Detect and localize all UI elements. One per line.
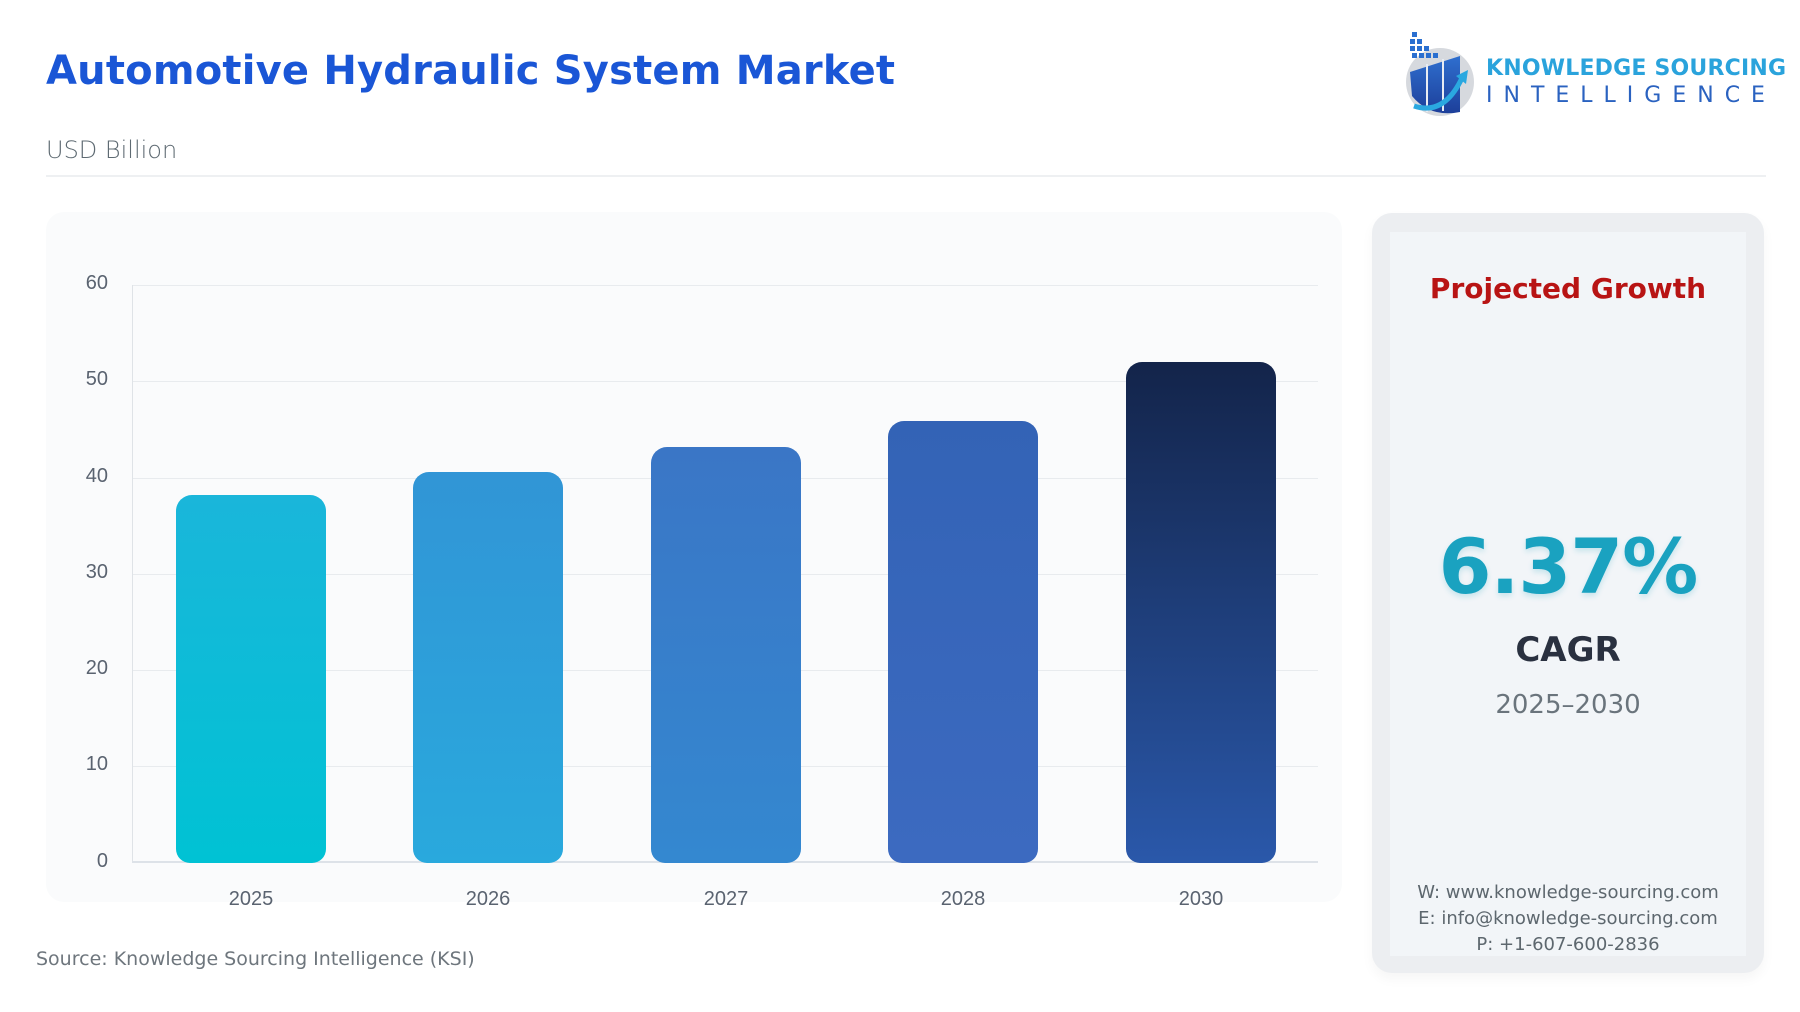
y-tick: 40 [85, 465, 108, 487]
bar-2030[interactable] [1126, 362, 1276, 863]
logo-line-2: INTELLIGENCE [1486, 83, 1776, 108]
y-tick: 20 [85, 657, 108, 679]
source-note: Source: Knowledge Sourcing Intelligence … [36, 948, 475, 970]
bar-2027[interactable] [651, 447, 801, 863]
chart-title: Automotive Hydraulic System Market [46, 48, 896, 94]
unit-label: USD Billion [46, 136, 178, 164]
header-divider [46, 175, 1766, 177]
contact-website[interactable]: W: www.knowledge-sourcing.com [1417, 882, 1719, 903]
logo-line-1: KNOWLEDGE SOURCING [1486, 56, 1787, 81]
y-tick: 60 [85, 272, 108, 294]
cagr-label: CAGR [1515, 630, 1621, 670]
cagr-period: 2025–2030 [1495, 690, 1641, 720]
y-axis-line [132, 285, 133, 863]
bar-chart-arrow-logo-icon [1406, 32, 1474, 116]
x-tick: 2025 [228, 888, 274, 910]
contact-phone: P: +1-607-600-2836 [1476, 934, 1660, 955]
x-tick: 2028 [940, 888, 986, 910]
y-tick: 0 [96, 850, 108, 872]
ksi-logo: KNOWLEDGE SOURCING INTELLIGENCE [1400, 26, 1786, 118]
growth-panel-inner: Projected Growth 6.37% CAGR 2025–2030 W:… [1390, 232, 1746, 956]
y-tick: 50 [85, 368, 108, 390]
bar-2028[interactable] [888, 421, 1038, 863]
bar-2026[interactable] [413, 472, 563, 863]
cagr-value: 6.37% [1438, 522, 1699, 611]
plot-area [132, 285, 1318, 863]
gridline [132, 381, 1318, 382]
growth-panel: Projected Growth 6.37% CAGR 2025–2030 W:… [1372, 213, 1764, 973]
x-tick: 2026 [465, 888, 511, 910]
gridline [132, 285, 1318, 286]
y-tick: 30 [85, 561, 108, 583]
x-tick: 2027 [703, 888, 749, 910]
x-tick: 2030 [1178, 888, 1224, 910]
y-tick: 10 [85, 753, 108, 775]
projected-growth-heading: Projected Growth [1429, 272, 1707, 305]
contact-email[interactable]: E: info@knowledge-sourcing.com [1418, 908, 1718, 929]
bar-2025[interactable] [176, 495, 326, 863]
